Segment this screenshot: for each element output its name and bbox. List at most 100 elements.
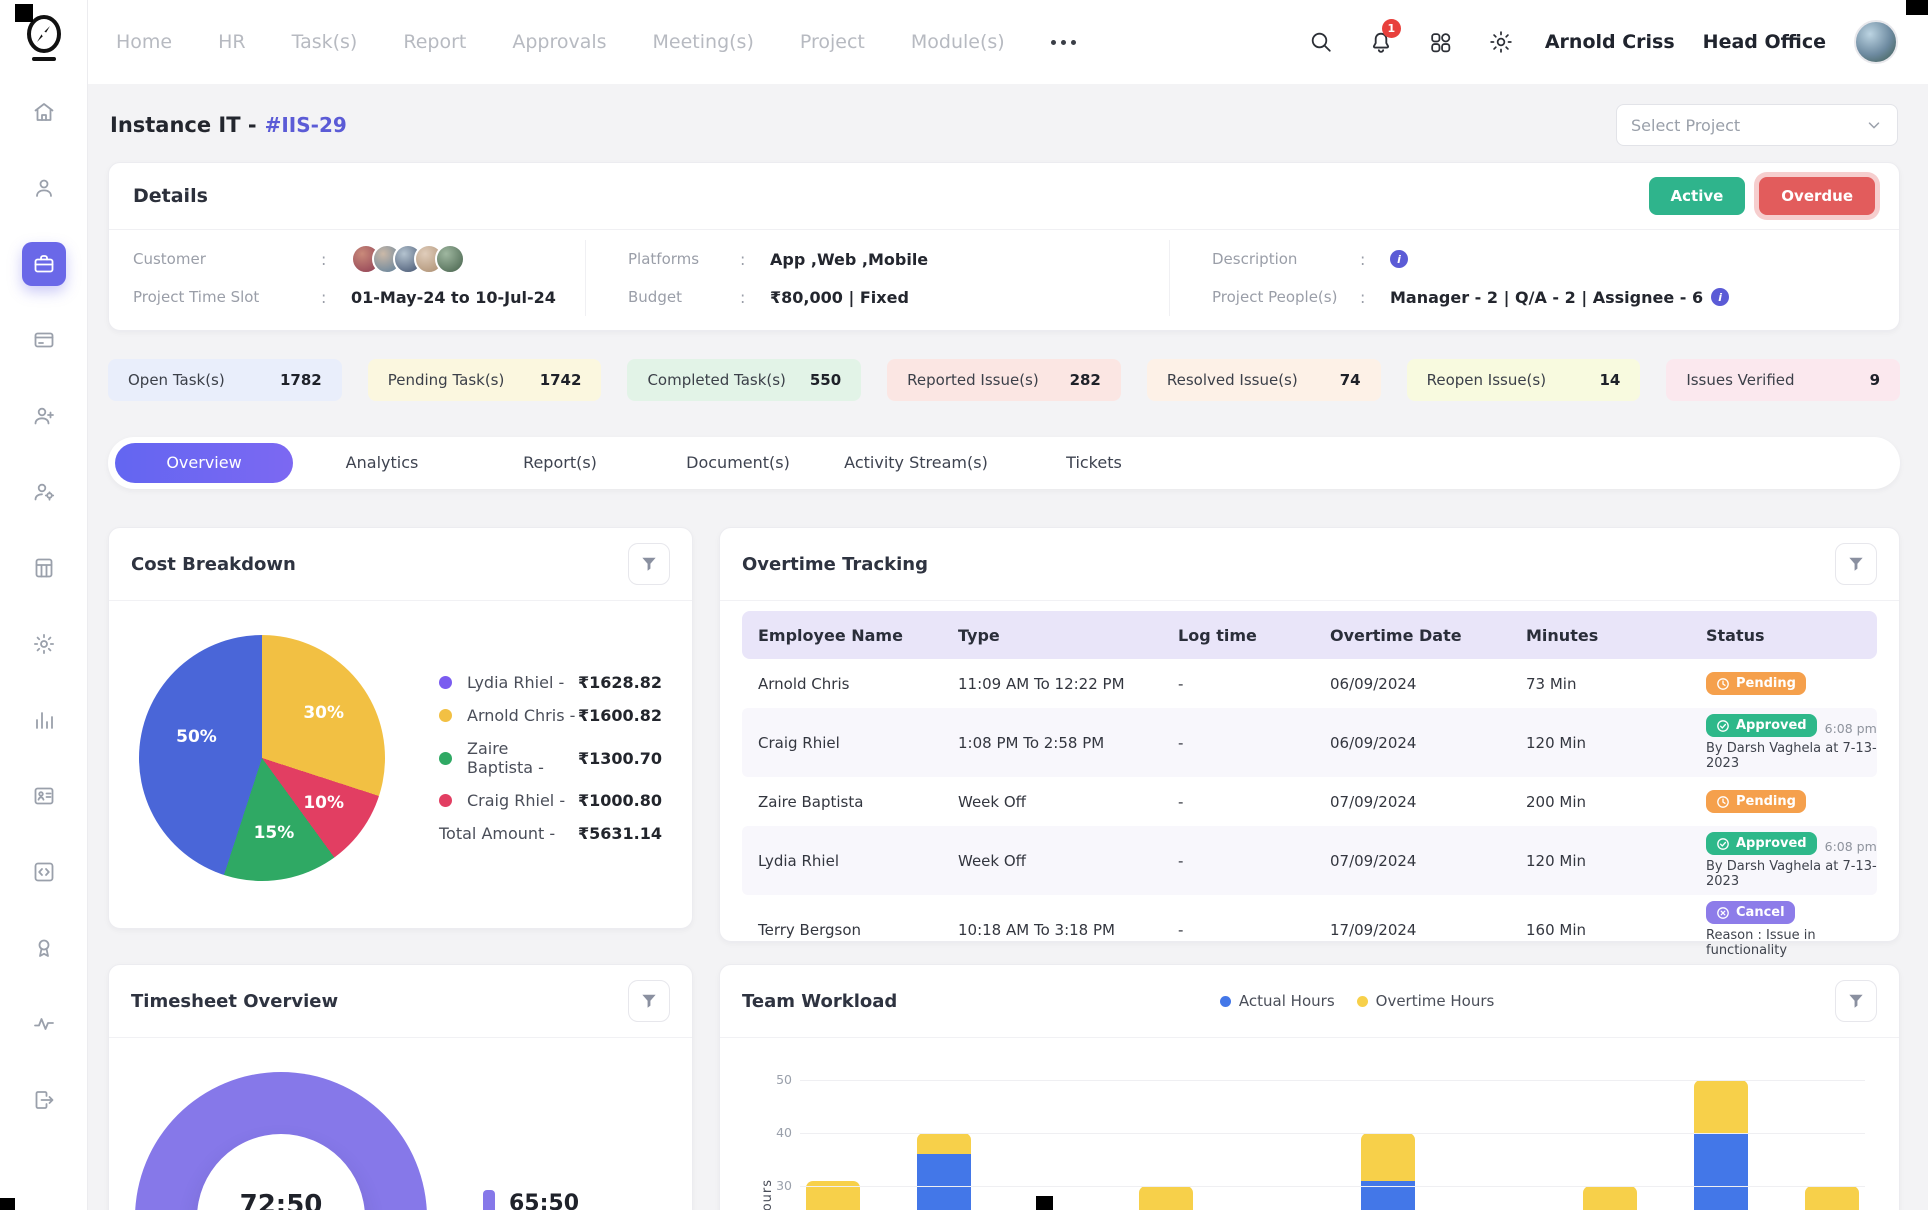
apps-icon[interactable] xyxy=(1425,26,1457,58)
pie-slice-label: 30% xyxy=(303,703,344,723)
cost-legend-item: Lydia Rhiel -₹1628.82 xyxy=(439,673,662,692)
status-text: Approved xyxy=(1736,718,1807,733)
legend-swatch-icon xyxy=(483,1190,495,1210)
timesheet-total-value: 72:50 xyxy=(240,1190,323,1210)
status-line: Pending xyxy=(1706,790,1877,813)
sidebar-item-logout[interactable] xyxy=(22,1078,66,1122)
people-value: Manager - 2 | Q/A - 2 | Assignee - 6 i xyxy=(1390,288,1729,307)
cost-filter-button[interactable] xyxy=(628,543,670,585)
actual-segment xyxy=(1694,1133,1748,1210)
settings-icon[interactable] xyxy=(1485,26,1517,58)
sidebar-item-developer[interactable] xyxy=(22,850,66,894)
sidebar-item-id-card[interactable] xyxy=(22,774,66,818)
tab-overview[interactable]: Overview xyxy=(115,443,293,483)
sidebar-item-activity[interactable] xyxy=(22,1002,66,1046)
cancel-icon xyxy=(1716,906,1730,920)
sidebar-item-payments[interactable] xyxy=(22,318,66,362)
stat-label: Completed Task(s) xyxy=(647,371,785,389)
stat-chip-resolved-issue-s-: Resolved Issue(s)74 xyxy=(1147,359,1381,401)
nav-item-report[interactable]: Report xyxy=(403,31,466,53)
cell-date: 07/09/2024 xyxy=(1314,793,1510,811)
overdue-button[interactable]: Overdue xyxy=(1759,177,1875,215)
nav-item-hr[interactable]: HR xyxy=(218,31,246,53)
sidebar-item-home[interactable] xyxy=(22,90,66,134)
customer-avatars xyxy=(351,244,465,274)
nav-item-modules[interactable]: Module(s) xyxy=(911,31,1005,53)
workload-legend-item: Overtime Hours xyxy=(1357,992,1495,1010)
table-row: Arnold Chris11:09 AM To 12:22 PM-06/09/2… xyxy=(742,659,1877,708)
tab-reports[interactable]: Report(s) xyxy=(471,443,649,483)
user-avatar[interactable] xyxy=(1854,20,1898,64)
project-code[interactable]: #IIS-29 xyxy=(265,113,347,137)
nav-item-approvals[interactable]: Approvals xyxy=(512,31,606,53)
overtime-title: Overtime Tracking xyxy=(742,554,928,575)
timesheet-filter-button[interactable] xyxy=(628,980,670,1022)
approved-icon xyxy=(1716,837,1730,851)
pending-icon xyxy=(1716,795,1730,809)
team-workload-card: Team Workload Actual HoursOvertime Hours… xyxy=(719,964,1900,1210)
cost-legend: Lydia Rhiel -₹1628.82Arnold Chris -₹1600… xyxy=(439,659,662,857)
nav-item-home[interactable]: Home xyxy=(116,31,172,53)
stat-label: Issues Verified xyxy=(1686,371,1794,389)
people-info-icon[interactable]: i xyxy=(1711,288,1729,306)
project-select-value: Select Project xyxy=(1631,116,1740,135)
workload-legend: Actual HoursOvertime Hours xyxy=(1220,992,1494,1010)
pie-slice-label: 15% xyxy=(254,823,295,843)
gridline: 30 xyxy=(800,1186,1865,1187)
more-menu-icon[interactable] xyxy=(1051,40,1076,45)
overtime-filter-button[interactable] xyxy=(1835,543,1877,585)
sidebar-item-records-grid[interactable] xyxy=(22,546,66,590)
sidebar-item-analytics[interactable] xyxy=(22,698,66,742)
workload-bar xyxy=(1694,1080,1748,1210)
tab-activitystreams[interactable]: Activity Stream(s) xyxy=(827,443,1005,483)
tab-documents[interactable]: Document(s) xyxy=(649,443,827,483)
sidebar-item-profile[interactable] xyxy=(22,166,66,210)
tab-analytics[interactable]: Analytics xyxy=(293,443,471,483)
screenshot-artifact xyxy=(0,1198,15,1210)
overtime-segment xyxy=(917,1133,971,1154)
sidebar-item-settings[interactable] xyxy=(22,622,66,666)
workload-filter-button[interactable] xyxy=(1835,980,1877,1022)
stat-value: 282 xyxy=(1070,371,1101,389)
overtime-table-header: Employee NameTypeLog timeOvertime DateMi… xyxy=(742,611,1877,659)
stat-value: 14 xyxy=(1599,371,1620,389)
stat-label: Reopen Issue(s) xyxy=(1427,371,1547,389)
tab-tickets[interactable]: Tickets xyxy=(1005,443,1183,483)
stat-label: Pending Task(s) xyxy=(388,371,505,389)
stat-value: 9 xyxy=(1870,371,1880,389)
status-subtext: By Darsh Vaghela at 7-13-2023 xyxy=(1706,741,1877,771)
gridline: 50 xyxy=(800,1080,1865,1081)
filter-icon xyxy=(1846,554,1866,574)
user-name[interactable]: Arnold Criss xyxy=(1545,31,1675,53)
status-text: Cancel xyxy=(1736,905,1785,920)
sidebar-item-projects[interactable] xyxy=(22,242,66,286)
stat-label: Reported Issue(s) xyxy=(907,371,1039,389)
column-header-employee-name: Employee Name xyxy=(742,626,942,645)
project-select[interactable]: Select Project xyxy=(1616,104,1898,146)
nav-item-meetings[interactable]: Meeting(s) xyxy=(653,31,754,53)
legend-name: Craig Rhiel - xyxy=(467,791,565,810)
active-button[interactable]: Active xyxy=(1649,177,1746,215)
legend-amount: ₹1300.70 xyxy=(578,749,662,768)
cell-minutes: 73 Min xyxy=(1510,675,1690,693)
legend-amount: ₹1628.82 xyxy=(578,673,662,692)
time-slot-label: Project Time Slot xyxy=(133,288,321,306)
notifications-icon[interactable]: 1 xyxy=(1365,26,1397,58)
cell-log: - xyxy=(1162,675,1314,693)
sidebar-item-achievements[interactable] xyxy=(22,926,66,970)
nav-item-project[interactable]: Project xyxy=(800,31,865,53)
filter-icon xyxy=(639,991,659,1011)
office-name[interactable]: Head Office xyxy=(1703,31,1826,53)
nav-item-tasks[interactable]: Task(s) xyxy=(292,31,358,53)
sidebar-item-member-settings[interactable] xyxy=(22,470,66,514)
id-card-icon xyxy=(32,784,56,808)
search-icon[interactable] xyxy=(1305,26,1337,58)
screenshot-artifact xyxy=(1036,1196,1053,1210)
stat-chip-completed-task-s-: Completed Task(s)550 xyxy=(627,359,861,401)
legend-dot-icon xyxy=(439,794,452,807)
stats-row: Open Task(s)1782Pending Task(s)1742Compl… xyxy=(108,359,1900,401)
stat-label: Open Task(s) xyxy=(128,371,225,389)
description-info-icon[interactable]: i xyxy=(1390,250,1408,268)
legend-name: Arnold Chris - xyxy=(467,706,575,725)
sidebar-item-add-member[interactable] xyxy=(22,394,66,438)
